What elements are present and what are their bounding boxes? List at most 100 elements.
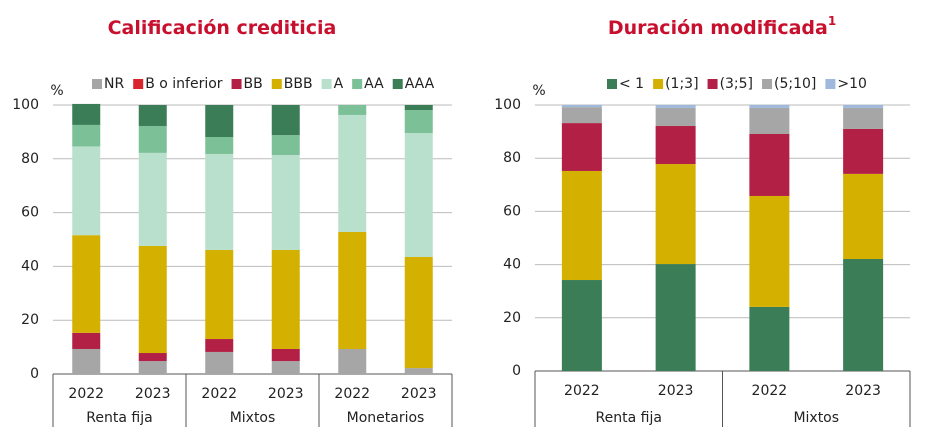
y-tick-label: 100 <box>12 97 39 113</box>
bar-segment <box>749 195 790 307</box>
bar-segment <box>205 351 234 374</box>
bar-segment <box>655 105 696 108</box>
x-tick-label: 2022 <box>752 383 788 399</box>
legend-swatch <box>352 79 363 89</box>
bar-segment <box>561 123 602 171</box>
bar-segment <box>749 306 790 371</box>
bar-segment <box>655 126 696 165</box>
bar-segment <box>843 128 884 174</box>
bar-segment <box>338 105 367 115</box>
bar-segment <box>404 105 433 111</box>
legend-swatch <box>231 79 242 89</box>
bar-segment <box>843 259 884 371</box>
legend-label: AAA <box>405 76 435 92</box>
legend-swatch <box>133 79 144 89</box>
bar-segment <box>138 105 167 126</box>
bar-segment <box>138 361 167 374</box>
bar-segment <box>72 124 101 147</box>
x-tick-label: 2023 <box>268 386 304 402</box>
bar-segment <box>404 368 433 374</box>
x-tick-label: 2022 <box>564 383 600 399</box>
x-tick-label: 2022 <box>334 386 370 402</box>
bar-segment <box>561 107 602 124</box>
bar-segment <box>205 137 234 154</box>
y-tick-label: 100 <box>494 97 521 113</box>
y-tick-label: 0 <box>512 363 521 379</box>
legend-swatch <box>92 79 102 89</box>
legend-label: AA <box>364 76 384 92</box>
bar-segment <box>338 348 367 374</box>
bar-segment <box>205 339 234 352</box>
bar-segment <box>749 105 790 108</box>
bar-segment <box>843 173 884 260</box>
y-tick-label: 40 <box>503 257 521 273</box>
title-note: 1 <box>828 14 836 28</box>
legend-label: (3;5] <box>720 76 753 92</box>
legend-label: < 1 <box>619 76 644 92</box>
legend-swatch <box>321 79 332 89</box>
chart-title: Calificación crediticia <box>108 17 337 39</box>
legend-swatch <box>607 79 617 89</box>
group-label: Monetarios <box>347 410 425 426</box>
y-axis-label: % <box>532 83 545 99</box>
chart-title-text: Calificación crediticia <box>108 17 337 39</box>
x-tick-label: 2023 <box>135 386 171 402</box>
bar-segment <box>271 105 300 136</box>
y-axis-label: % <box>50 83 63 99</box>
x-tick-label: 2022 <box>201 386 237 402</box>
y-tick-label: 60 <box>503 203 521 219</box>
bar-segment <box>205 153 234 250</box>
bar-segment <box>138 245 167 354</box>
bar-segment <box>138 152 167 246</box>
y-tick-label: 20 <box>21 312 39 328</box>
bar-segment <box>72 146 101 236</box>
legend-label: >10 <box>837 76 867 92</box>
group-label: Renta fija <box>596 410 662 426</box>
bar-segment <box>138 125 167 153</box>
bar-segment <box>72 332 101 349</box>
legend-swatch <box>825 79 836 89</box>
x-tick-label: 2023 <box>401 386 437 402</box>
bar-segment <box>271 249 300 349</box>
x-tick-label: 2022 <box>68 386 104 402</box>
bar-segment <box>561 280 602 371</box>
y-tick-label: 60 <box>21 205 39 221</box>
bar-segment <box>655 107 696 127</box>
bar-segment <box>138 353 167 362</box>
legend-label: B o inferior <box>145 76 223 92</box>
bar-segment <box>271 361 300 374</box>
legend-swatch <box>271 79 282 89</box>
bar-segment <box>72 348 101 374</box>
bar-segment <box>72 235 101 333</box>
y-tick-label: 40 <box>21 258 39 274</box>
legend-label: BB <box>244 76 263 92</box>
bar-segment <box>843 105 884 108</box>
chart-title: Duración modificada1 <box>608 14 836 39</box>
legend-swatch <box>707 79 718 89</box>
bar-segment <box>561 105 602 108</box>
group-label: Renta fija <box>86 410 152 426</box>
bar-segment <box>749 133 790 196</box>
bar-segment <box>404 132 433 257</box>
bar-segment <box>205 105 234 138</box>
legend-label: (5;10] <box>774 76 816 92</box>
legend-swatch <box>392 79 403 89</box>
bar-segment <box>338 114 367 232</box>
bar-segment <box>72 103 101 125</box>
y-tick-label: 20 <box>503 310 521 326</box>
bar-segment <box>404 256 433 369</box>
y-tick-label: 80 <box>503 150 521 166</box>
y-tick-label: 0 <box>30 366 39 382</box>
bar-segment <box>843 107 884 129</box>
x-tick-label: 2023 <box>845 383 881 399</box>
group-label: Mixtos <box>230 410 276 426</box>
bar-segment <box>271 348 300 362</box>
legend-swatch <box>762 79 773 89</box>
bar-segment <box>749 107 790 134</box>
y-tick-label: 80 <box>21 151 39 167</box>
bar-segment <box>338 231 367 349</box>
legend-label: A <box>334 76 344 92</box>
x-tick-label: 2023 <box>658 383 694 399</box>
chart-title-text: Duración modificada <box>608 17 828 39</box>
